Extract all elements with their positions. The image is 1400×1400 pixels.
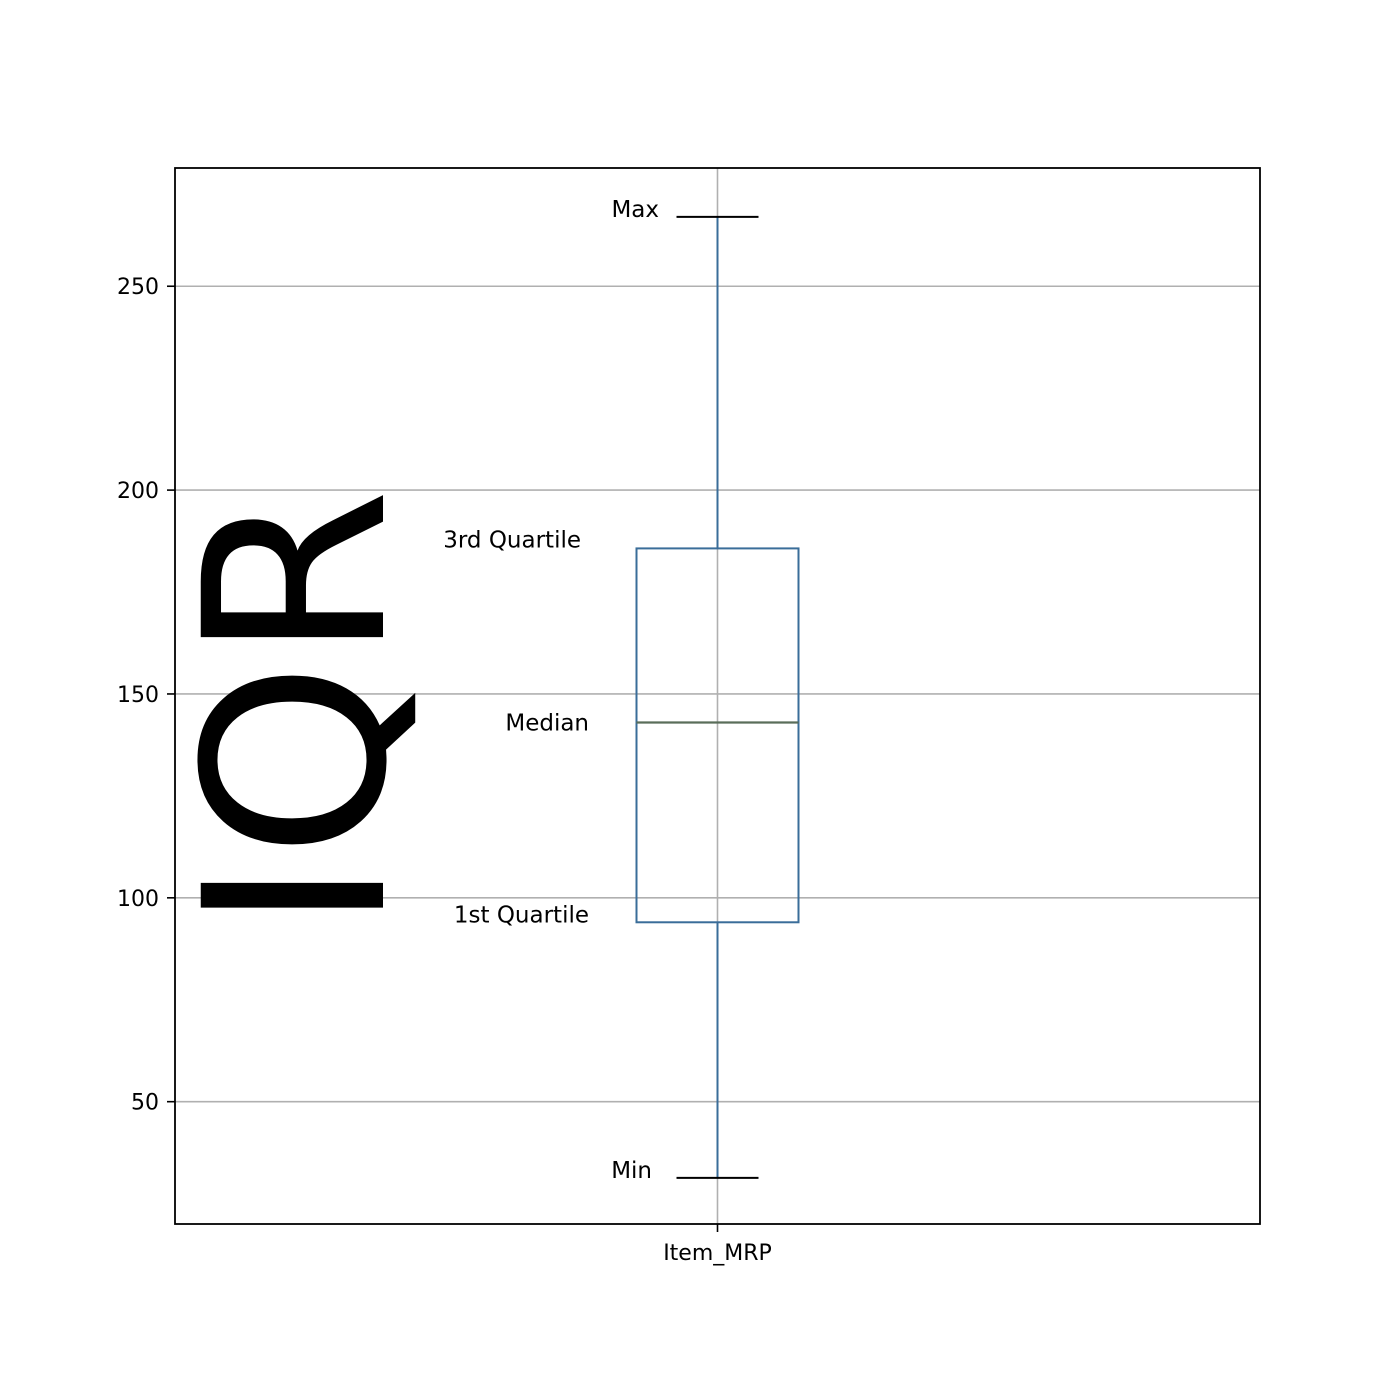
y-tick-label: 250	[117, 275, 159, 300]
plot-frame	[174, 167, 1261, 1225]
y-axis: 50 100 150 200 250	[117, 275, 175, 1116]
annotation-median: Median	[505, 711, 589, 737]
annotation-max: Max	[611, 197, 659, 223]
iqr-side-label: IQR	[151, 488, 442, 932]
y-tick-label: 50	[131, 1091, 159, 1116]
annotation-min: Min	[611, 1158, 652, 1184]
iqr-box	[635, 547, 800, 924]
annotation-q3: 3rd Quartile	[443, 527, 581, 553]
box-layer	[635, 215, 800, 1179]
annotation-q1: 1st Quartile	[454, 902, 589, 928]
y-tick-label: 100	[117, 887, 159, 912]
x-tick-label: Item_MRP	[663, 1241, 772, 1266]
x-axis: Item_MRP	[663, 1224, 772, 1266]
y-tick-label: 150	[117, 683, 159, 708]
y-tick-label: 200	[117, 479, 159, 504]
annotation-layer: Max 3rd Quartile Median 1st Quartile Min	[443, 197, 659, 1184]
